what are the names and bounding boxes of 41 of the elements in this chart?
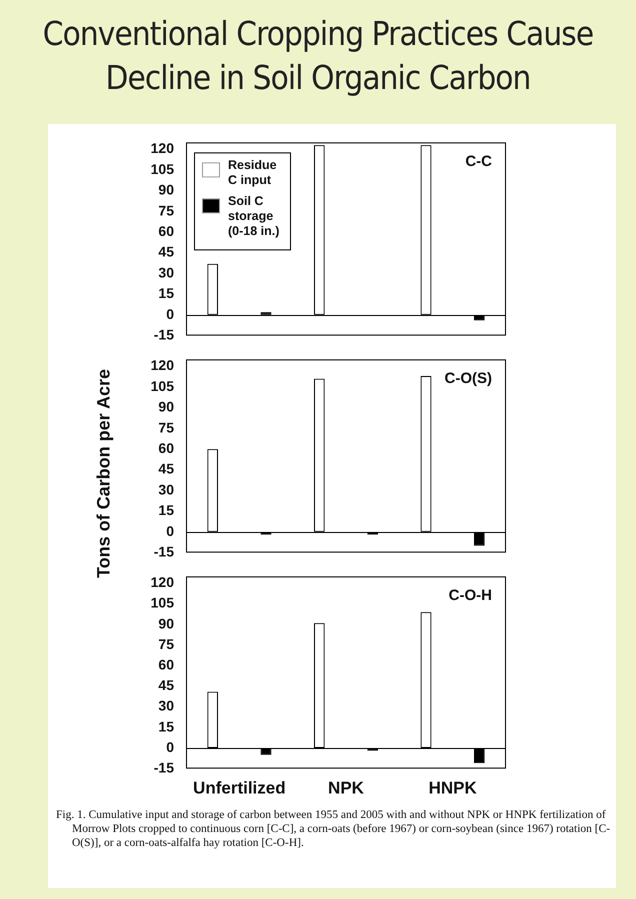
- y-tick-label: 30: [158, 264, 174, 280]
- y-tick-label: 45: [158, 244, 174, 260]
- annotation: C-C: [465, 153, 492, 170]
- y-tick-label: 120: [150, 574, 174, 590]
- x-tick-label: HNPK: [428, 778, 478, 798]
- y-tick-label: 90: [158, 615, 174, 632]
- y-tick-label: -15: [154, 543, 174, 560]
- y-axis-title: Tons of Carbon per Acre: [94, 368, 114, 580]
- y-tick-label: 60: [158, 656, 174, 672]
- y-tick-label: 120: [150, 140, 174, 156]
- caption: Fig. 1. Cumulative input and storage of carbon between 1955 and 2005 with and without NPK or HNPK fertilization of Morrow Plots cropped to continuous corn [C-C], a corn-oats (before 1967) or corn-soybean (since 1967) rotation [C-O(S)], or a corn-oats-alfalfa hay rotation [C-O-H].: [56, 808, 612, 850]
- y-tick-label: -15: [154, 759, 174, 776]
- y-tick-label: 75: [158, 202, 174, 218]
- y-tick-label: 15: [158, 718, 174, 734]
- y-tick-label: 30: [158, 698, 174, 714]
- annotation: C-O-H: [448, 587, 492, 604]
- legend-label: Soil C storage (0-18 in.): [228, 194, 280, 238]
- y-tick-label: 60: [158, 222, 174, 239]
- y-tick-label: 90: [158, 398, 174, 415]
- y-tick-label: 0: [166, 522, 174, 539]
- y-tick-label: 45: [158, 460, 174, 477]
- x-tick-label: NPK: [328, 778, 365, 798]
- y-tick-label: 45: [158, 677, 174, 694]
- y-tick-label: 75: [158, 419, 174, 436]
- y-tick-label: 0: [166, 738, 174, 755]
- y-tick-label: 105: [150, 378, 174, 394]
- x-tick-label: Unfertilized: [193, 778, 286, 798]
- y-tick-label: 0: [166, 306, 174, 322]
- y-tick-label: 75: [158, 636, 174, 652]
- y-tick-label: 15: [158, 285, 174, 302]
- y-tick-label: 15: [158, 502, 174, 518]
- y-tick-label: -15: [154, 326, 174, 342]
- y-tick-label: 60: [158, 440, 174, 456]
- y-tick-label: 90: [158, 182, 174, 198]
- y-tick-label: 105: [150, 594, 174, 611]
- annotation: C-O(S): [444, 370, 492, 388]
- legend-label: Residue C input: [228, 158, 277, 188]
- y-tick-label: 120: [150, 357, 174, 374]
- y-tick-label: 30: [158, 481, 174, 498]
- chart-title: Conventional Cropping Practices Cause Decline in Soil Organic Carbon: [42, 13, 594, 99]
- y-tick-label: 105: [150, 160, 174, 177]
